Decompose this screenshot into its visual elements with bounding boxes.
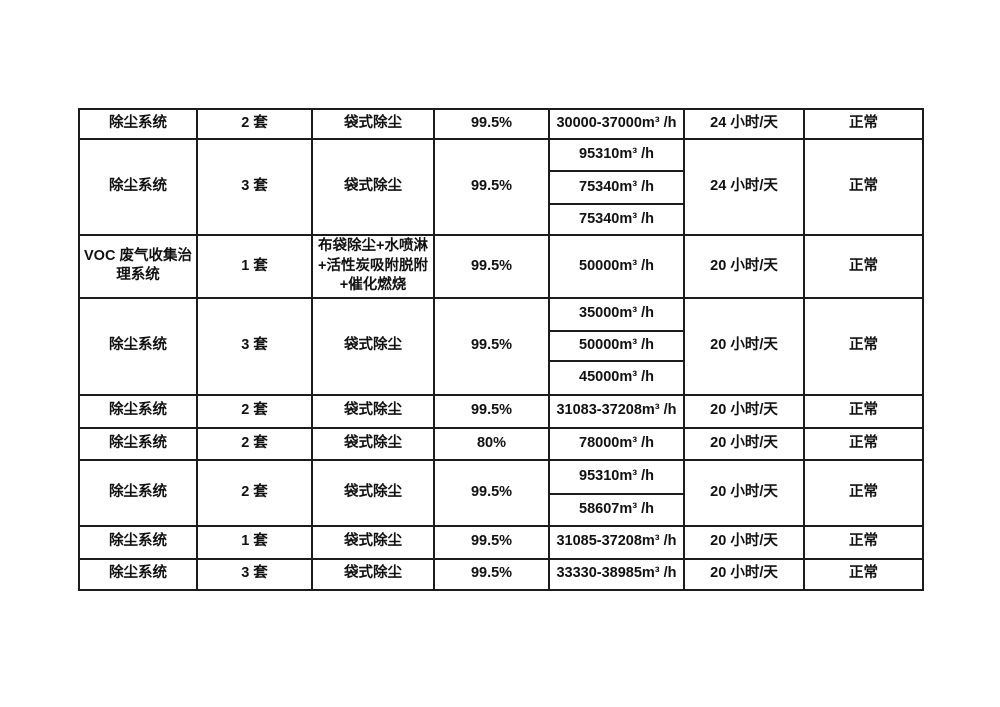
cell-operating-hours: 24 小时/天 bbox=[683, 108, 805, 140]
table-row: 除尘系统 2 套 袋式除尘 80% 78000m³ /h 20 小时/天 正常 bbox=[78, 426, 924, 461]
cell-treatment-type: 布袋除尘+水喷淋+活性炭吸附脱附+催化燃烧 bbox=[311, 234, 435, 299]
cell-system: 除尘系统 bbox=[78, 138, 198, 236]
cell-flow-rate: 58607m³ /h bbox=[548, 492, 685, 527]
equipment-table: 除尘系统 2 套 袋式除尘 99.5% 30000-37000m³ /h 24 … bbox=[78, 108, 924, 591]
cell-efficiency: 99.5% bbox=[433, 524, 550, 560]
cell-quantity: 3 套 bbox=[196, 138, 313, 236]
cell-quantity: 2 套 bbox=[196, 458, 313, 527]
cell-efficiency: 99.5% bbox=[433, 458, 550, 527]
cell-system: 除尘系统 bbox=[78, 108, 198, 140]
cell-operating-hours: 20 小时/天 bbox=[683, 524, 805, 560]
cell-flow-rate: 50000m³ /h bbox=[548, 234, 685, 299]
cell-status: 正常 bbox=[803, 393, 924, 429]
cell-treatment-type: 袋式除尘 bbox=[311, 108, 435, 140]
cell-quantity: 2 套 bbox=[196, 426, 313, 461]
cell-status: 正常 bbox=[803, 108, 924, 140]
table-row: 除尘系统 2 套 袋式除尘 99.5% 95310m³ /h 20 小时/天 正… bbox=[78, 458, 924, 527]
cell-treatment-type: 袋式除尘 bbox=[311, 557, 435, 591]
cell-system: 除尘系统 bbox=[78, 393, 198, 429]
cell-quantity: 2 套 bbox=[196, 108, 313, 140]
cell-operating-hours: 20 小时/天 bbox=[683, 393, 805, 429]
cell-flow-rate: 30000-37000m³ /h bbox=[548, 108, 685, 140]
cell-quantity: 2 套 bbox=[196, 393, 313, 429]
cell-quantity: 1 套 bbox=[196, 524, 313, 560]
cell-flow-rate: 33330-38985m³ /h bbox=[548, 557, 685, 591]
cell-operating-hours: 20 小时/天 bbox=[683, 458, 805, 527]
cell-status: 正常 bbox=[803, 138, 924, 236]
cell-operating-hours: 20 小时/天 bbox=[683, 557, 805, 591]
cell-efficiency: 99.5% bbox=[433, 138, 550, 236]
table-row: 除尘系统 3 套 袋式除尘 99.5% 33330-38985m³ /h 20 … bbox=[78, 557, 924, 591]
cell-system: 除尘系统 bbox=[78, 458, 198, 527]
cell-system: 除尘系统 bbox=[78, 296, 198, 396]
table-subrow: 50000m³ /h bbox=[79, 329, 923, 362]
cell-operating-hours: 20 小时/天 bbox=[683, 234, 805, 299]
cell-operating-hours: 20 小时/天 bbox=[683, 296, 805, 396]
cell-treatment-type: 袋式除尘 bbox=[311, 393, 435, 429]
cell-operating-hours: 20 小时/天 bbox=[683, 426, 805, 461]
cell-quantity: 3 套 bbox=[196, 557, 313, 591]
cell-status: 正常 bbox=[803, 458, 924, 527]
cell-status: 正常 bbox=[803, 426, 924, 461]
cell-flow-rate: 50000m³ /h bbox=[548, 329, 685, 362]
cell-flow-rate: 75340m³ /h bbox=[548, 203, 685, 236]
cell-treatment-type: 袋式除尘 bbox=[311, 458, 435, 527]
cell-system: 除尘系统 bbox=[78, 426, 198, 461]
cell-status: 正常 bbox=[803, 296, 924, 396]
table-subrow: 75340m³ /h bbox=[79, 170, 923, 205]
cell-efficiency: 99.5% bbox=[433, 234, 550, 299]
table-row: 除尘系统 2 套 袋式除尘 99.5% 30000-37000m³ /h 24 … bbox=[78, 108, 924, 140]
cell-flow-rate: 45000m³ /h bbox=[548, 359, 685, 396]
cell-quantity: 3 套 bbox=[196, 296, 313, 396]
table-subrow: 58607m³ /h bbox=[79, 492, 923, 527]
cell-operating-hours: 24 小时/天 bbox=[683, 138, 805, 236]
cell-status: 正常 bbox=[803, 234, 924, 299]
cell-flow-rate: 95310m³ /h bbox=[548, 458, 685, 495]
cell-flow-rate: 35000m³ /h bbox=[548, 296, 685, 332]
cell-treatment-type: 袋式除尘 bbox=[311, 524, 435, 560]
cell-status: 正常 bbox=[803, 557, 924, 591]
cell-efficiency: 99.5% bbox=[433, 557, 550, 591]
cell-flow-rate: 95310m³ /h bbox=[548, 138, 685, 172]
table-subrow: 45000m³ /h bbox=[79, 359, 923, 396]
cell-quantity: 1 套 bbox=[196, 234, 313, 299]
cell-system: VOC 废气收集治理系统 bbox=[78, 234, 198, 299]
cell-efficiency: 99.5% bbox=[433, 296, 550, 396]
cell-flow-rate: 31083-37208m³ /h bbox=[548, 393, 685, 429]
cell-treatment-type: 袋式除尘 bbox=[311, 138, 435, 236]
cell-status: 正常 bbox=[803, 524, 924, 560]
table-row: 除尘系统 3 套 袋式除尘 99.5% 35000m³ /h 20 小时/天 正… bbox=[78, 296, 924, 396]
cell-treatment-type: 袋式除尘 bbox=[311, 426, 435, 461]
cell-efficiency: 99.5% bbox=[433, 108, 550, 140]
table-row: 除尘系统 2 套 袋式除尘 99.5% 31083-37208m³ /h 20 … bbox=[78, 393, 924, 429]
table-row: 除尘系统 1 套 袋式除尘 99.5% 31085-37208m³ /h 20 … bbox=[78, 524, 924, 560]
cell-flow-rate: 78000m³ /h bbox=[548, 426, 685, 461]
cell-efficiency: 99.5% bbox=[433, 393, 550, 429]
table-row: 除尘系统 3 套 袋式除尘 99.5% 95310m³ /h 24 小时/天 正… bbox=[78, 138, 924, 236]
cell-flow-rate: 31085-37208m³ /h bbox=[548, 524, 685, 560]
cell-system: 除尘系统 bbox=[78, 557, 198, 591]
cell-system: 除尘系统 bbox=[78, 524, 198, 560]
table-subrow: 75340m³ /h bbox=[79, 203, 923, 236]
cell-efficiency: 80% bbox=[433, 426, 550, 461]
table-row: VOC 废气收集治理系统 1 套 布袋除尘+水喷淋+活性炭吸附脱附+催化燃烧 9… bbox=[78, 234, 924, 299]
cell-treatment-type: 袋式除尘 bbox=[311, 296, 435, 396]
cell-flow-rate: 75340m³ /h bbox=[548, 170, 685, 205]
